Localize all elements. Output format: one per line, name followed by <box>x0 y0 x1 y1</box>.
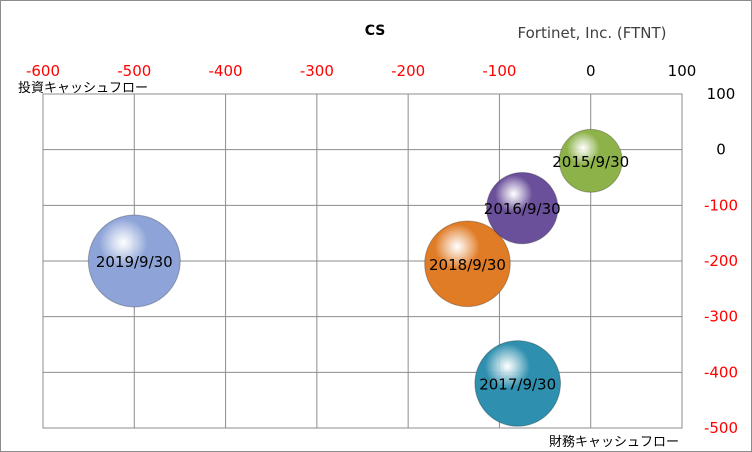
bubble <box>558 128 623 193</box>
x-tick-label: -200 <box>391 62 425 80</box>
bubble-label: 2015/9/30 <box>552 153 629 171</box>
bubble-label: 2018/9/30 <box>429 256 506 274</box>
x-tick-label: 100 <box>668 62 697 80</box>
y-tick-label: 100 <box>707 85 736 103</box>
y-tick-label: -200 <box>704 252 738 270</box>
bubble-label: 2016/9/30 <box>484 200 561 218</box>
y-tick-label: -100 <box>704 196 738 214</box>
y-axis-label: 投資キャッシュフロー <box>18 80 148 96</box>
bubble <box>486 171 559 245</box>
y-tick-label: -400 <box>704 363 738 381</box>
x-tick-label: 0 <box>586 62 596 80</box>
bubbles: 2015/9/30 2016/9/30 2017/9/30 2018/9/30 2019… <box>87 128 629 427</box>
bubble <box>474 340 562 427</box>
bubble-label: 2017/9/30 <box>479 375 556 393</box>
x-tick-label: -500 <box>117 62 151 80</box>
x-tick-label: -300 <box>300 62 334 80</box>
x-tick-label: -100 <box>482 62 516 80</box>
chart-title: CS <box>365 23 386 39</box>
x-tick-label: -400 <box>209 62 243 80</box>
chart-subtitle: Fortinet, Inc. (FTNT) <box>518 24 667 42</box>
bubble <box>424 220 511 308</box>
x-tick-labels: -600 -500 -400 -300 -200 -100 0 100 <box>26 62 696 80</box>
bubble-label: 2019/9/30 <box>96 253 173 271</box>
y-tick-labels: 100 0 -100 -200 -300 -400 -500 <box>704 85 738 437</box>
bubble <box>87 214 181 308</box>
y-tick-label: -500 <box>704 419 738 437</box>
y-tick-label: 0 <box>716 141 726 159</box>
x-axis-label: 財務キャッシュフロー <box>549 435 679 450</box>
x-tick-label: -600 <box>26 62 60 80</box>
y-tick-label: -300 <box>704 308 738 326</box>
